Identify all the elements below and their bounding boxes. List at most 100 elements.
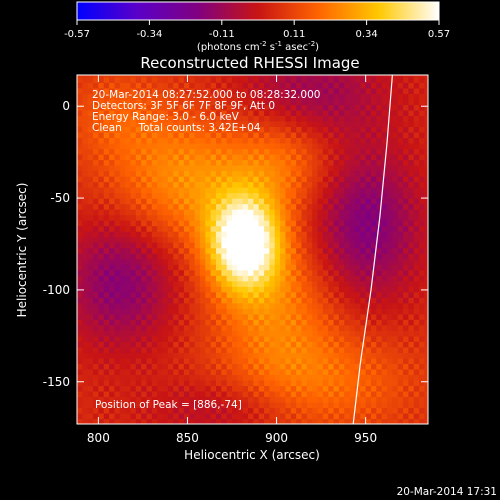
heatmap-cell xyxy=(205,297,212,304)
heatmap-cell xyxy=(130,308,137,315)
heatmap-cell xyxy=(141,341,148,348)
heatmap-cell xyxy=(381,87,388,94)
heatmap-cell xyxy=(226,137,233,144)
heatmap-cell xyxy=(338,115,345,122)
heatmap-cell xyxy=(296,330,303,337)
heatmap-cell xyxy=(413,313,420,320)
y-tick-label: 0 xyxy=(62,99,70,113)
heatmap-cell xyxy=(322,330,329,337)
heatmap-cell xyxy=(130,330,137,337)
heatmap-cell xyxy=(87,401,94,409)
heatmap-cell xyxy=(360,137,367,144)
heatmap-cell xyxy=(301,319,308,326)
heatmap-cell xyxy=(114,225,121,232)
heatmap-cell xyxy=(397,280,404,287)
heatmap-cell xyxy=(194,98,201,105)
heatmap-cell xyxy=(413,75,420,78)
heatmap-cell xyxy=(338,187,345,194)
heatmap-cell xyxy=(157,82,164,89)
heatmap-cell xyxy=(338,242,345,249)
heatmap-cell xyxy=(274,396,281,403)
heatmap-cell xyxy=(258,352,265,359)
heatmap-cell xyxy=(258,120,265,128)
heatmap-cell xyxy=(381,109,388,117)
heatmap-cell xyxy=(413,324,420,331)
heatmap-cell xyxy=(167,269,174,276)
heatmap-cell xyxy=(157,341,164,348)
heatmap-cell xyxy=(173,98,180,105)
heatmap-cell xyxy=(205,379,212,387)
heatmap-cell xyxy=(365,109,372,117)
heatmap-cell xyxy=(135,192,142,199)
heatmap-cell xyxy=(215,390,222,398)
heatmap-cell xyxy=(280,390,287,398)
heatmap-cell xyxy=(333,137,340,144)
heatmap-cell xyxy=(135,346,142,353)
heatmap-cell xyxy=(376,363,383,370)
heatmap-cell xyxy=(376,176,383,183)
heatmap-cell xyxy=(333,120,340,128)
heatmap-cell xyxy=(205,264,212,271)
heatmap-cell xyxy=(77,159,83,166)
heatmap-cell xyxy=(130,142,137,150)
heatmap-cell xyxy=(408,142,415,150)
heatmap-cell xyxy=(173,137,180,144)
heatmap-cell xyxy=(408,346,415,353)
heatmap-cell xyxy=(387,170,393,177)
heatmap-cell xyxy=(333,242,340,249)
heatmap-cell xyxy=(205,198,212,205)
heatmap-cell xyxy=(370,286,377,293)
heatmap-cell xyxy=(125,396,132,403)
heatmap-cell xyxy=(285,280,292,287)
heatmap-cell xyxy=(232,242,238,249)
heatmap-cell xyxy=(151,418,158,424)
heatmap-cell xyxy=(178,319,185,326)
heatmap-cell xyxy=(141,76,148,83)
heatmap-cell xyxy=(167,214,174,221)
heatmap-cell xyxy=(413,214,420,221)
heatmap-cell xyxy=(141,181,148,188)
heatmap-cell xyxy=(408,104,415,111)
heatmap-cell xyxy=(392,231,399,238)
heatmap-cell xyxy=(280,170,287,177)
heatmap-cell xyxy=(387,126,393,133)
heatmap-cell xyxy=(333,335,340,342)
heatmap-cell xyxy=(413,390,420,398)
heatmap-cell xyxy=(232,236,238,243)
heatmap-cell xyxy=(114,109,121,117)
heatmap-cell xyxy=(205,109,212,117)
heatmap-cell xyxy=(264,98,271,105)
heatmap-cell xyxy=(397,368,404,375)
heatmap-cell xyxy=(285,401,292,409)
heatmap-cell xyxy=(338,181,345,188)
heatmap-cell xyxy=(146,209,153,216)
heatmap-cell xyxy=(360,407,367,414)
heatmap-cell xyxy=(403,148,410,155)
heatmap-cell xyxy=(135,198,142,205)
heatmap-cell xyxy=(397,214,404,221)
heatmap-cell xyxy=(210,98,217,105)
heatmap-cell xyxy=(285,198,292,205)
heatmap-cell xyxy=(130,214,137,221)
heatmap-cell xyxy=(146,131,153,139)
heatmap-cell xyxy=(114,247,121,254)
heatmap-cell xyxy=(173,159,180,166)
heatmap-cell xyxy=(237,346,244,353)
heatmap-cell xyxy=(98,264,105,271)
heatmap-cell xyxy=(130,231,137,238)
heatmap-cell xyxy=(392,269,399,276)
heatmap-cell xyxy=(130,324,137,331)
heatmap-cell xyxy=(135,401,142,409)
heatmap-cell xyxy=(344,93,351,100)
heatmap-cell xyxy=(103,159,110,166)
heatmap-cell xyxy=(285,264,292,271)
heatmap-cell xyxy=(387,209,393,216)
heatmap-cell xyxy=(269,137,276,144)
heatmap-cell xyxy=(221,418,228,424)
heatmap-cell xyxy=(232,396,238,403)
heatmap-cell xyxy=(119,324,126,331)
heatmap-cell xyxy=(392,192,399,199)
heatmap-cell xyxy=(269,109,276,117)
heatmap-cell xyxy=(119,286,126,293)
heatmap-cell xyxy=(296,225,303,232)
